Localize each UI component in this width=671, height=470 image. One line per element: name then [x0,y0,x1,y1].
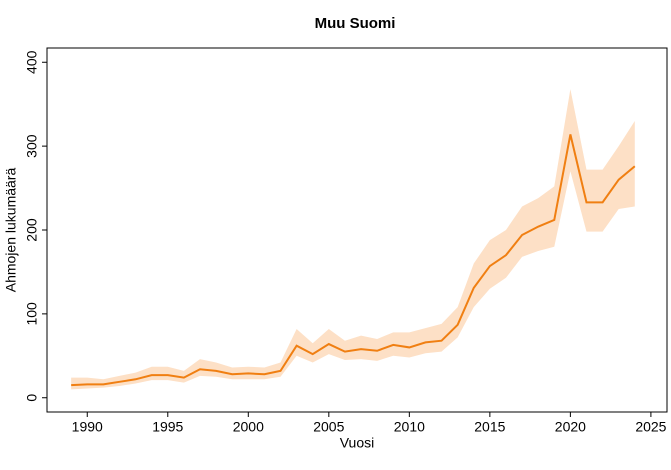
x-axis-label: Vuosi [340,435,375,451]
y-axis-label: Ahmojen lukumäärä [3,168,19,293]
x-tick-label: 2020 [555,419,586,435]
x-tick-label: 2025 [635,419,666,435]
x-tick-label: 2000 [233,419,264,435]
y-tick-label: 200 [24,218,40,242]
x-tick-label: 2010 [394,419,425,435]
x-tick-label: 1990 [72,419,103,435]
y-tick-label: 0 [24,394,40,402]
y-tick-label: 400 [24,50,40,74]
line [71,134,636,387]
confidence-band [71,89,635,390]
x-tick-label: 2005 [313,419,344,435]
y-tick-label: 300 [24,134,40,158]
chart-title: Muu Suomi [315,15,396,32]
x-tick-label: 1995 [152,419,183,435]
x-tick-label: 2015 [474,419,505,435]
y-tick-label: 100 [24,302,40,326]
